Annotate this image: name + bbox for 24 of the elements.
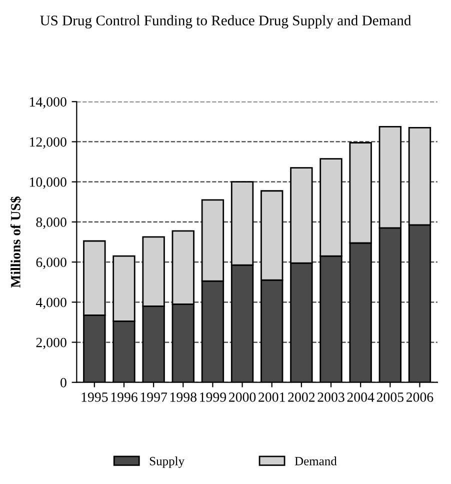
y-tick-label: 4,000 — [36, 298, 66, 310]
y-tick-label: 14,000 — [30, 97, 66, 109]
y-axis-title: Millions of US$ — [10, 196, 22, 288]
legend-label: Demand — [294, 456, 337, 466]
x-tick-label: 1996 — [111, 392, 138, 402]
x-tick-label: 2000 — [229, 392, 256, 402]
x-tick-label: 2001 — [258, 392, 285, 402]
x-tick-label: 1998 — [170, 392, 196, 402]
y-tick-label: 12,000 — [30, 137, 66, 149]
x-tick-label: 1995 — [82, 392, 108, 402]
x-tick-label: 1997 — [140, 392, 168, 402]
y-tick-label: 2,000 — [36, 338, 66, 350]
x-tick-label: 2005 — [376, 392, 404, 402]
legend-label: Supply — [150, 456, 184, 468]
y-tick-label: 8,000 — [36, 218, 66, 229]
y-tick-label: 0 — [60, 378, 66, 388]
x-tick-label: 1999 — [200, 392, 226, 402]
x-tick-label: 2006 — [406, 392, 434, 402]
y-tick-label: 6,000 — [36, 258, 66, 270]
chart-title: US Drug Control Funding to Reduce Drug Supply and Demand — [40, 15, 412, 28]
x-tick-label: 2003 — [318, 392, 344, 402]
x-tick-label: 2004 — [347, 392, 374, 402]
y-tick-label: 10,000 — [30, 177, 66, 189]
x-tick-label: 2002 — [288, 392, 315, 402]
